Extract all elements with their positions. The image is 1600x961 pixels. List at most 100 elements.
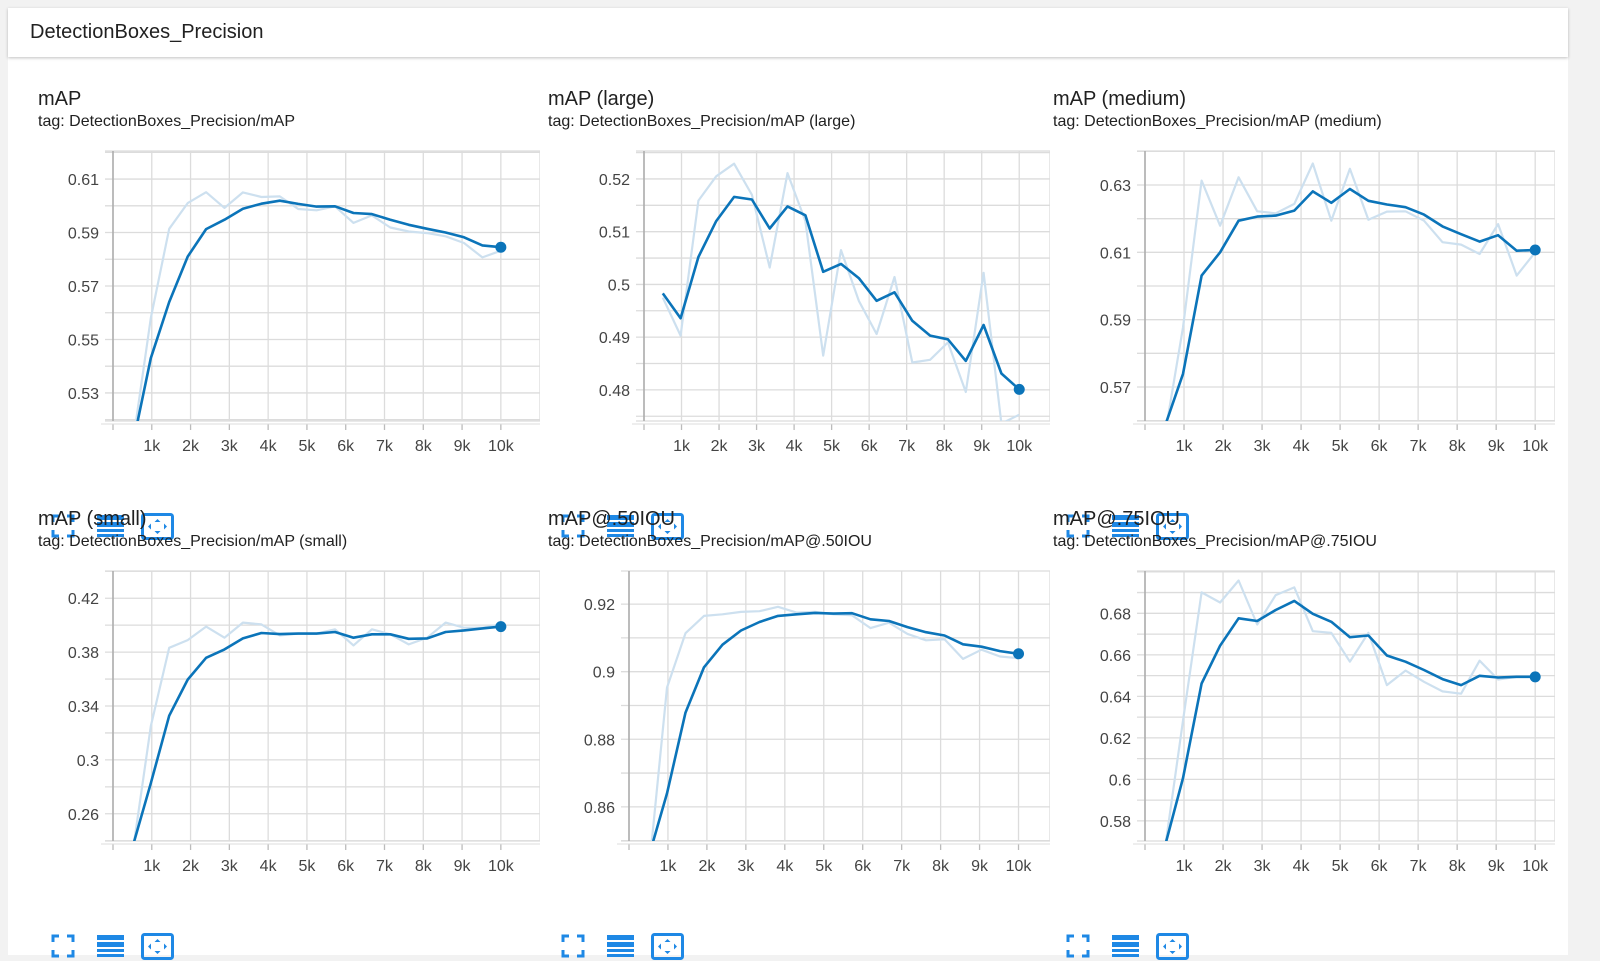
data-table-button[interactable] [1111,878,1139,957]
x-tick-label: 2k [182,858,200,873]
fullscreen-button[interactable] [560,458,586,538]
x-tick-label: 1k [1176,858,1194,873]
x-tick-label: 1k [659,858,677,873]
chart-title: mAP (medium) [1053,88,1186,110]
section-title: DetectionBoxes_Precision [30,21,264,43]
line-chart[interactable]: 0.57 0.59 0.61 0.63 1k 2k 3k 4k 5k 6k 7k 8k 9k 10k [1045,143,1555,453]
chart-title: mAP@.50IOU [548,508,676,530]
line-chart[interactable]: 0.26 0.3 0.34 0.38 0.42 1k 2k 3k 4k 5k 6k 7k 8k 9k 10k [30,563,540,873]
line-chart[interactable]: 0.48 0.49 0.5 0.51 0.52 1k 2k 3k 4k 5k 6k 7k 8k 9k 10k [540,143,1050,453]
x-tick-label: 1k [143,858,161,873]
x-tick-label: 8k [932,858,950,873]
x-tick-label: 5k [298,438,316,453]
x-tick-label: 6k [337,438,355,453]
last-point-marker[interactable] [495,621,507,633]
x-tick-label: 6k [861,438,879,453]
chart-tag: tag: DetectionBoxes_Precision/mAP (small… [38,533,348,550]
x-tick-label: 2k [711,438,729,453]
x-tick-label: 4k [776,858,794,873]
x-tick-label: 5k [1332,858,1350,873]
x-tick-label: 2k [698,858,716,873]
fullscreen-button[interactable] [1065,878,1091,958]
data-table-icon [1112,935,1139,957]
x-tick-label: 5k [298,858,316,873]
fullscreen-icon [561,514,585,538]
data-table-icon [1112,515,1139,537]
x-tick-label: 8k [415,858,433,873]
fullscreen-button[interactable] [50,878,76,958]
data-table-button[interactable] [606,878,634,957]
x-tick-label: 7k [898,438,916,453]
x-tick-label: 7k [1410,438,1428,453]
x-tick-label: 9k [1488,438,1506,453]
data-table-icon [97,935,124,957]
fullscreen-button[interactable] [560,878,586,958]
data-table-button[interactable] [606,458,634,537]
fit-domain-icon [141,933,174,960]
x-tick-label: 9k [454,438,472,453]
y-tick-label: 0.57 [1100,380,1131,397]
y-tick-label: 0.61 [68,172,99,189]
y-tick-label: 0.68 [1100,606,1131,623]
x-tick-label: 7k [893,858,911,873]
smoothed-series-line [661,195,1021,391]
y-tick-label: 0.49 [599,330,630,347]
last-point-marker[interactable] [1013,383,1025,395]
y-tick-label: 0.59 [68,226,99,243]
last-point-marker[interactable] [1529,244,1541,256]
raw-series-line [1166,162,1537,421]
section-header[interactable]: DetectionBoxes_Precision [8,8,1568,57]
x-tick-label: 1k [1176,438,1194,453]
fit-domain-icon [141,513,174,540]
x-tick-label: 9k [1488,858,1506,873]
line-chart[interactable]: 0.53 0.55 0.57 0.59 0.61 1k 2k 3k 4k 5k 6k 7k 8k 9k 10… [30,143,540,453]
y-tick-label: 0.38 [68,645,99,662]
fullscreen-button[interactable] [50,458,76,538]
chart-title: mAP (large) [548,88,655,110]
x-tick-label: 3k [1254,858,1272,873]
fit-domain-button[interactable] [1156,458,1190,540]
last-point-marker[interactable] [1013,648,1025,660]
y-tick-label: 0.3 [77,753,99,770]
y-tick-label: 0.5 [608,277,630,294]
smoothed-series-line [1165,187,1536,421]
last-point-marker[interactable] [495,241,507,253]
y-tick-label: 0.63 [1100,178,1131,195]
line-chart[interactable]: 0.58 0.6 0.62 0.64 0.66 0.68 1k 2k 3k 4k 5k 6k 7k 8k 9… [1045,563,1555,873]
fit-domain-button[interactable] [651,458,685,540]
y-tick-label: 0.26 [68,807,99,824]
chart-tag: tag: DetectionBoxes_Precision/mAP (mediu… [1053,113,1382,130]
line-chart[interactable]: 0.86 0.88 0.9 0.92 1k 2k 3k 4k 5k 6k 7k 8k 9k 10k [540,563,1050,873]
fullscreen-icon [561,934,585,958]
y-tick-label: 0.42 [68,591,99,608]
y-tick-label: 0.51 [599,225,630,242]
x-tick-label: 9k [971,858,989,873]
x-tick-label: 10k [488,858,515,873]
fullscreen-icon [1066,934,1090,958]
x-tick-label: 4k [1293,858,1311,873]
fullscreen-icon [1066,514,1090,538]
fit-domain-button[interactable] [141,458,175,540]
chart-card-map-75iou: mAP@.75IOU tag: DetectionBoxes_Precision… [1045,508,1555,960]
fit-domain-button[interactable] [141,878,175,960]
x-tick-label: 6k [1371,858,1389,873]
x-tick-label: 10k [488,438,515,453]
fit-domain-icon [1156,933,1189,960]
fit-domain-button[interactable] [1156,878,1190,960]
fit-domain-button[interactable] [651,878,685,960]
chart-card-map-medium: mAP (medium) tag: DetectionBoxes_Precisi… [1045,88,1555,540]
x-tick-label: 3k [737,858,755,873]
data-table-icon [607,935,634,957]
fullscreen-button[interactable] [1065,458,1091,538]
x-tick-label: 10k [1006,858,1033,873]
last-point-marker[interactable] [1529,671,1541,683]
y-tick-label: 0.58 [1100,814,1131,831]
x-tick-label: 10k [1522,438,1549,453]
data-table-button[interactable] [96,458,124,537]
chart-card-map: mAP tag: DetectionBoxes_Precision/mAP 0.5… [30,88,540,540]
data-table-button[interactable] [1111,458,1139,537]
chart-title: mAP (small) [38,508,147,530]
data-table-button[interactable] [96,878,124,957]
x-tick-label: 7k [376,438,394,453]
y-tick-label: 0.48 [599,383,630,400]
